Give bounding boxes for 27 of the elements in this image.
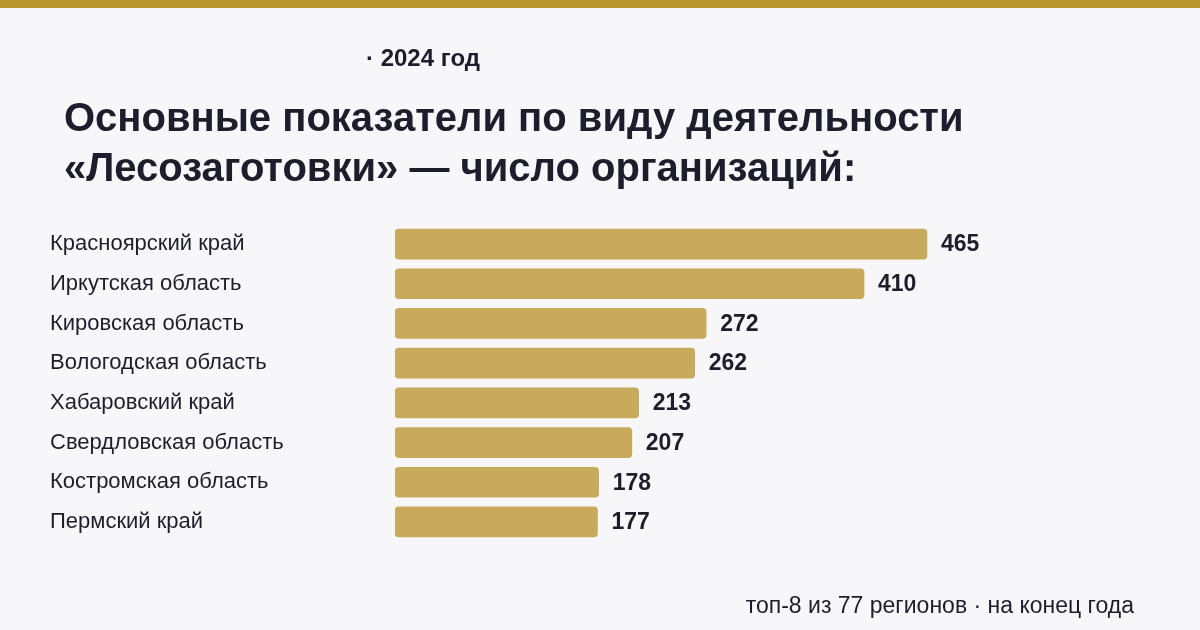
y-tick-label: Хабаровский край	[50, 388, 235, 414]
bar	[395, 427, 633, 458]
data-label: 177	[611, 508, 650, 535]
y-tick-label: Красноярский край	[50, 230, 245, 256]
data-label: 178	[612, 468, 652, 495]
y-tick-label: Кировская область	[50, 309, 244, 335]
bar	[395, 268, 865, 300]
chart-title: Основные показатели по виду деятельности «Лесозаготовки» — число организаций:	[64, 94, 965, 191]
bar	[395, 387, 639, 419]
bar	[395, 466, 599, 498]
y-tick-label: Иркутская область	[50, 269, 242, 295]
data-label: 465	[940, 230, 980, 257]
data-label: 272	[720, 309, 759, 336]
bar	[395, 308, 707, 339]
data-label: 207	[645, 428, 685, 455]
bar	[395, 506, 598, 538]
chart-subtitle: · 2024 год	[366, 44, 480, 72]
y-tick-label: Свердловская область	[50, 428, 284, 454]
y-tick-label: Костромская область	[50, 468, 269, 494]
bar	[395, 228, 928, 260]
bar	[395, 347, 696, 379]
y-tick-label: Пермский край	[50, 508, 204, 534]
data-label: 410	[878, 270, 917, 297]
y-tick-label: Вологодская область	[50, 349, 267, 375]
data-label: 213	[652, 389, 692, 416]
data-label: 262	[708, 349, 748, 376]
text: топ-8 из 77 регионов · на конец года	[745, 592, 1134, 619]
